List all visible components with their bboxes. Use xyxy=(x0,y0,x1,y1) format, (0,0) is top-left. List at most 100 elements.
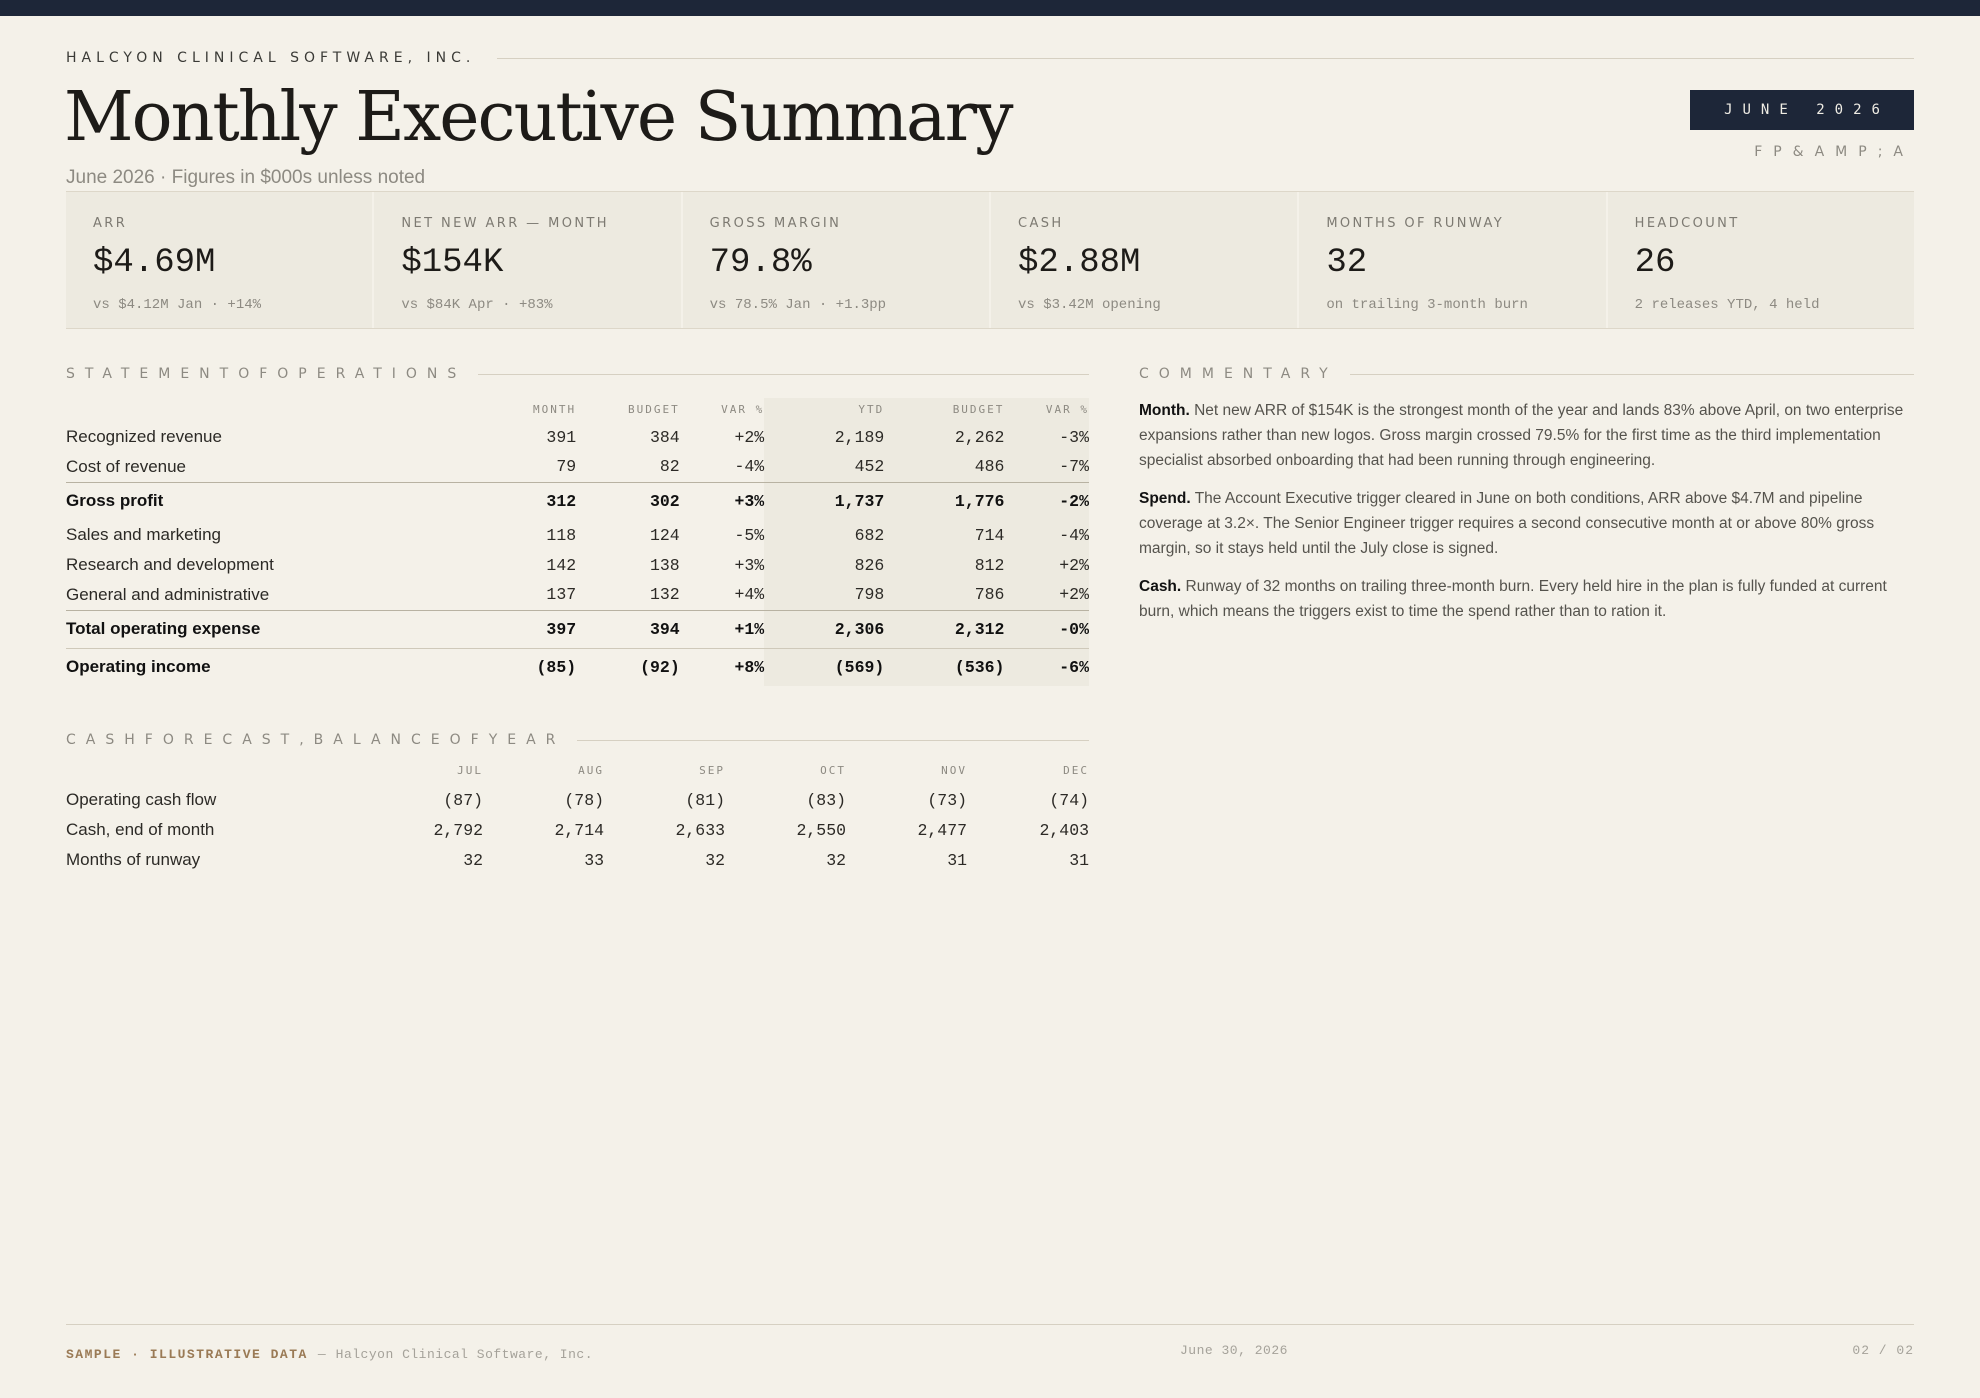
cell-month: 142 xyxy=(546,555,577,575)
table-header-row: JUL AUG SEP OCT NOV DEC xyxy=(66,764,1089,785)
cell-value: 2,633 xyxy=(675,820,725,840)
kpi-note: on trailing 3-month burn xyxy=(1326,297,1528,313)
operations-table: MONTH BUDGET VAR % YTD BUDGET VAR % Reco… xyxy=(66,398,1089,686)
table-row: General and administrative 137 132 +4% 7… xyxy=(66,580,1089,610)
date-badge: JUNE 2026 xyxy=(1690,90,1914,130)
kpi-label: MONTHS OF RUNWAY xyxy=(1326,216,1505,231)
cell-value: (78) xyxy=(564,790,604,810)
cell-value: (81) xyxy=(685,790,725,810)
cell-budget: 138 xyxy=(650,555,680,575)
table-row: Recognized revenue 391 384 +2% 2,189 2,2… xyxy=(66,422,1089,452)
cell-ytd-budget: 2,262 xyxy=(884,422,1005,452)
cell-budget: 394 xyxy=(576,609,680,648)
cell-value: 2,403 xyxy=(1039,820,1089,840)
footer-rule xyxy=(66,1324,1914,1325)
cell-ytd-budget: 1,776 xyxy=(884,481,1005,520)
column-header-blank xyxy=(66,398,468,422)
company-name: HALCYON CLINICAL SOFTWARE, INC. xyxy=(66,50,476,66)
kpi-note: vs $4.12M Jan · +14% xyxy=(93,297,262,313)
company-row: HALCYON CLINICAL SOFTWARE, INC. xyxy=(66,50,1914,66)
cell-budget: 384 xyxy=(650,427,680,447)
cell-ytd-budget: 2,312 xyxy=(884,609,1005,648)
cell-budget: 82 xyxy=(659,457,680,477)
section-rule xyxy=(1349,373,1914,375)
cell-budget: (92) xyxy=(576,647,680,686)
cell-value: 32 xyxy=(705,850,725,870)
cell-ytd: 826 xyxy=(764,550,885,580)
row-label: General and administrative xyxy=(66,584,270,604)
footer-company: Halcyon Clinical Software, Inc. xyxy=(335,1347,593,1362)
cell-var: +2% xyxy=(734,427,765,447)
section-rule xyxy=(478,373,1089,375)
operations-section-header: STATEMENTOFOPERATIONS xyxy=(66,366,1089,382)
kpi-value: $154K xyxy=(401,244,504,282)
sample-label: SAMPLE · ILLUSTRATIVE DATA xyxy=(66,1347,308,1362)
kpi-note: vs 78.5% Jan · +1.3pp xyxy=(709,297,887,313)
kpi-card-net-new-arr: NET NEW ARR — MONTH $154K vs $84K Apr · … xyxy=(374,192,683,328)
table-row: Cost of revenue 79 82 -4% 452 486 -7% xyxy=(66,452,1089,482)
cell-value: (83) xyxy=(806,790,846,810)
commentary-body: Month. Net new ARR of $154K is the stron… xyxy=(1139,398,1914,637)
column-header: OCT xyxy=(820,764,846,777)
operations-section-label: STATEMENTOFOPERATIONS xyxy=(66,366,467,382)
cell-ytd: 2,189 xyxy=(764,422,885,452)
cell-value: 33 xyxy=(584,850,604,870)
cell-var: +4% xyxy=(734,585,765,605)
commentary-section-label: COMMENTARY xyxy=(1139,366,1338,382)
cash-forecast-section-label: CASHFORECAST,BALANCEOFYEAR xyxy=(66,732,566,748)
row-label: Total operating expense xyxy=(66,609,468,648)
cell-value: (73) xyxy=(927,790,967,810)
cell-value: 2,550 xyxy=(796,820,846,840)
cell-month: 397 xyxy=(467,609,577,648)
cell-budget: 132 xyxy=(650,585,680,605)
cell-value: 2,792 xyxy=(433,820,483,840)
cell-value: 31 xyxy=(947,850,967,870)
column-header: VAR % xyxy=(1004,398,1089,422)
column-header: MONTH xyxy=(533,403,577,416)
footer-date: June 30, 2026 xyxy=(1180,1343,1288,1358)
cell-ytd: 2,306 xyxy=(764,609,885,648)
page-number: 02 / 02 xyxy=(1852,1343,1914,1358)
table-row: Research and development 142 138 +3% 826… xyxy=(66,550,1089,580)
commentary-text: Net new ARR of $154K is the strongest mo… xyxy=(1139,402,1904,469)
cell-ytd-var: +2% xyxy=(1004,550,1089,580)
cell-month: (85) xyxy=(467,647,577,686)
cell-month: 312 xyxy=(467,481,577,520)
cell-var: +3% xyxy=(734,555,765,575)
column-header: YTD xyxy=(764,398,885,422)
cell-month: 391 xyxy=(546,427,577,447)
cell-budget: 124 xyxy=(650,525,680,545)
column-header: NOV xyxy=(941,764,967,777)
kpi-value: 26 xyxy=(1634,244,1676,282)
cell-value: 2,714 xyxy=(554,820,604,840)
cell-var: +8% xyxy=(679,647,765,686)
kpi-value: 32 xyxy=(1326,244,1368,282)
kpi-value: 79.8% xyxy=(709,244,812,282)
kpi-label: CASH xyxy=(1017,216,1064,231)
kpi-label: NET NEW ARR — MONTH xyxy=(401,216,609,231)
commentary-lead: Month. xyxy=(1139,402,1190,419)
cell-var: -4% xyxy=(734,457,765,477)
cell-budget: 302 xyxy=(576,481,680,520)
row-label: Months of runway xyxy=(66,850,201,869)
table-row-total: Total operating expense 397 394 +1% 2,30… xyxy=(66,609,1089,648)
row-label: Sales and marketing xyxy=(66,525,221,544)
table-row: Cash, end of month 2,792 2,714 2,633 2,5… xyxy=(66,815,1089,845)
cell-ytd-budget: (536) xyxy=(884,647,1005,686)
kpi-card-cash: CASH $2.88M vs $3.42M opening xyxy=(990,192,1300,328)
cell-value: 32 xyxy=(826,850,846,870)
table-row: Sales and marketing 118 124 -5% 682 714 … xyxy=(66,520,1089,550)
cell-value: 31 xyxy=(1069,850,1089,870)
commentary-section-header: COMMENTARY xyxy=(1139,366,1914,382)
column-header: SEP xyxy=(699,764,725,777)
row-label: Recognized revenue xyxy=(66,427,222,446)
kpi-label: GROSS MARGIN xyxy=(709,216,842,231)
commentary-paragraph: Cash. Runway of 32 months on trailing th… xyxy=(1139,574,1914,624)
commentary-paragraph: Month. Net new ARR of $154K is the stron… xyxy=(1139,398,1914,473)
cell-var: +3% xyxy=(679,481,765,520)
cell-ytd-var: -4% xyxy=(1004,520,1089,550)
kpi-note: vs $3.42M opening xyxy=(1017,297,1161,313)
commentary-text: The Account Executive trigger cleared in… xyxy=(1139,490,1875,557)
footer-dash: — xyxy=(317,1347,326,1362)
cell-ytd-budget: 714 xyxy=(884,520,1005,550)
